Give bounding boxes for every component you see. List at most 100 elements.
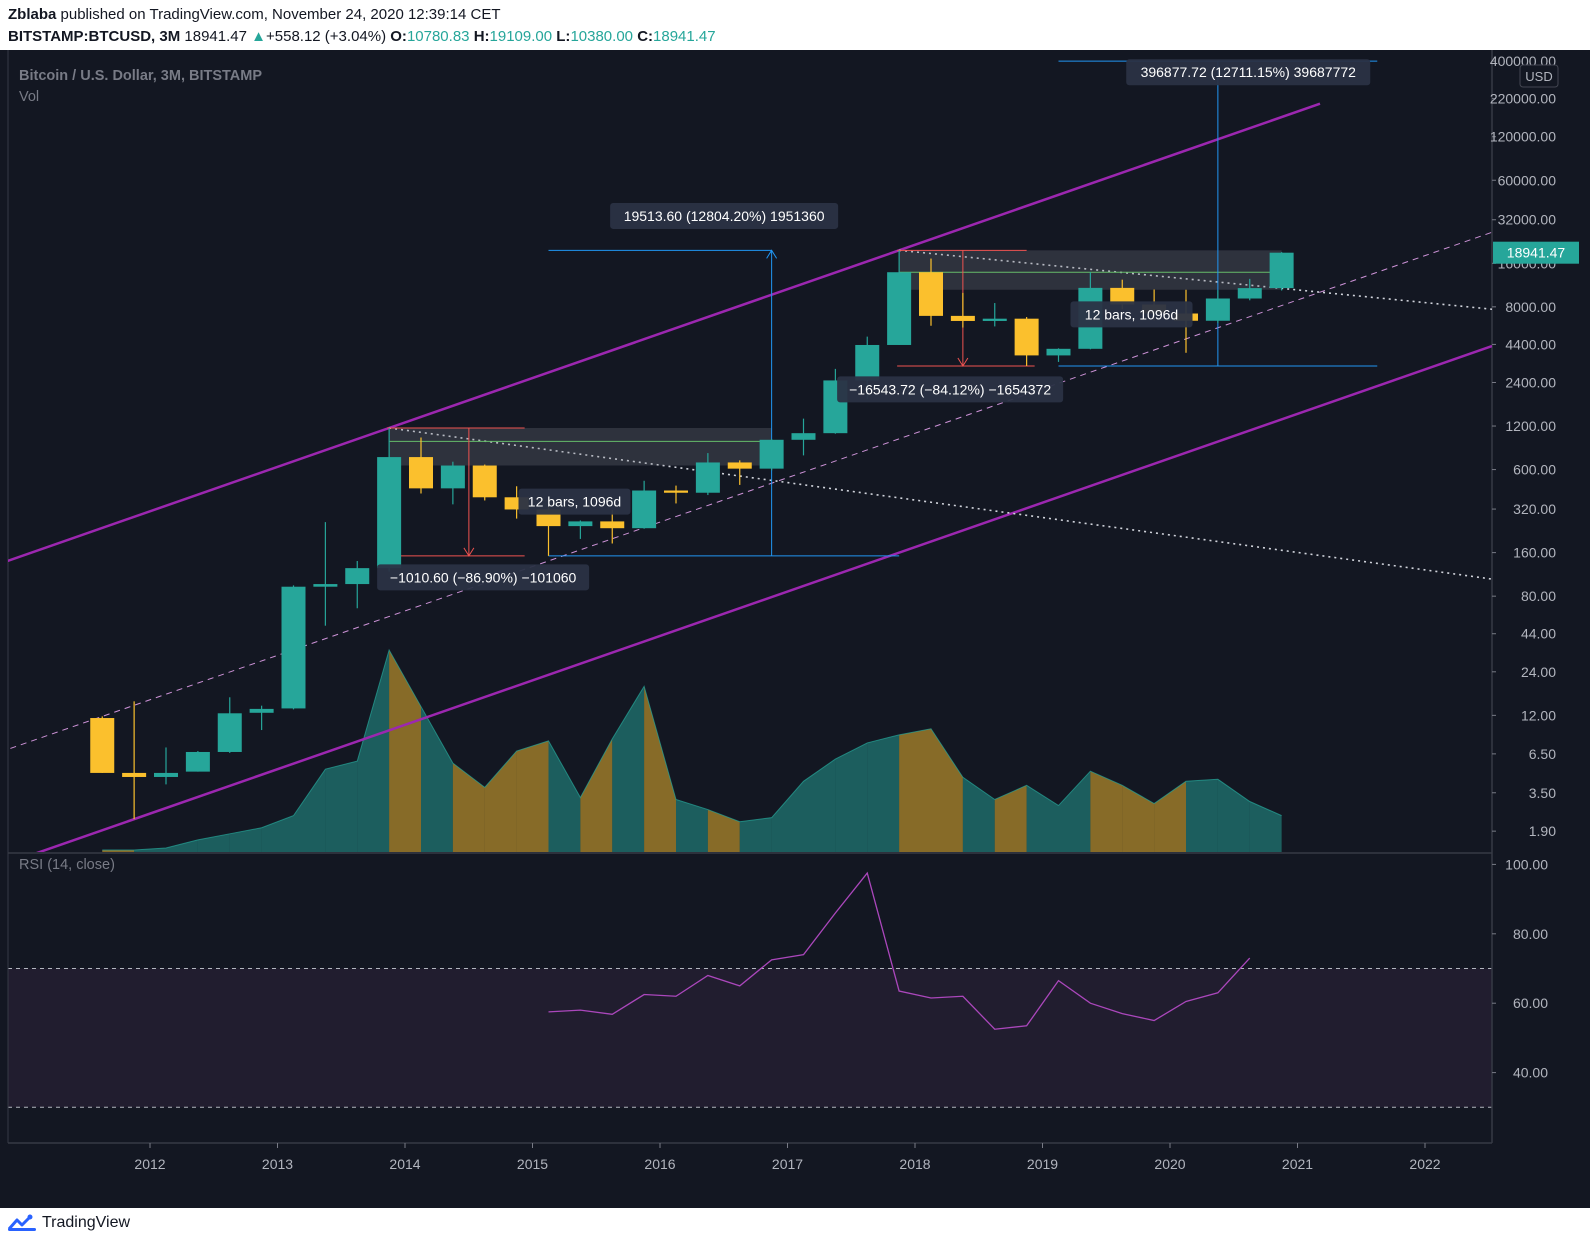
candle-body[interactable] (377, 457, 402, 569)
candle-body[interactable] (409, 457, 433, 489)
time-tick-label: 2019 (1027, 1156, 1058, 1172)
candle-body[interactable] (919, 272, 943, 316)
volume-area-segment (899, 728, 931, 852)
price-tick-label: 2400.00 (1505, 374, 1556, 390)
date-range-label[interactable]: 12 bars, 1096d (518, 488, 631, 515)
published-text: published on TradingView.com, November 2… (60, 6, 501, 23)
volume-area-segment (197, 833, 230, 852)
volume-area-segment (835, 742, 868, 852)
candle-body[interactable] (695, 462, 720, 493)
time-tick-label: 2013 (262, 1156, 293, 1172)
candle-body[interactable] (122, 772, 147, 777)
volume-area-segment (803, 759, 836, 852)
volume-area-segment (421, 706, 453, 852)
volume-area-segment (1217, 779, 1250, 852)
last-price: 18941.47 (184, 28, 247, 45)
candle-body[interactable] (568, 521, 593, 527)
last-price-box (1493, 241, 1579, 264)
price-tick-label: 320.00 (1513, 501, 1556, 517)
volume-area-segment (516, 740, 549, 852)
price-range-label[interactable]: 19513.60 (12804.20%) 1951360 (610, 202, 839, 229)
volume-area-segment (612, 686, 645, 852)
label-text[interactable]: 19513.60 (12804.20%) 1951360 (624, 208, 825, 224)
label-text[interactable]: −16543.72 (−84.12%) −1654372 (849, 381, 1051, 397)
tradingview-logo-icon (8, 1214, 36, 1231)
candle-body[interactable] (472, 465, 497, 498)
ohlc-line: BITSTAMP:BTCUSD, 3M 18941.47 ▲+558.12 (+… (8, 28, 716, 45)
candle-body[interactable] (791, 433, 816, 440)
label-box (1126, 59, 1371, 86)
candle-body[interactable] (1205, 298, 1230, 321)
volume-area-segment (1058, 771, 1091, 852)
channel-upper-line[interactable] (0, 102, 1321, 564)
price-tick-label: 44.00 (1521, 626, 1556, 642)
chart-panel[interactable]: −1010.60 (−86.90%) −101060 19513.60 (1280… (0, 50, 1590, 1208)
candle-body[interactable] (185, 751, 210, 772)
volume-area-segment (1186, 779, 1218, 852)
rsi-legend: RSI (14, close) (19, 857, 115, 873)
volume-area-segment (102, 849, 135, 852)
candle-body[interactable] (154, 772, 178, 777)
label-text[interactable]: 12 bars, 1096d (528, 494, 621, 510)
time-tick-label: 2014 (389, 1156, 420, 1172)
candle-body[interactable] (727, 462, 752, 469)
footer[interactable]: TradingView (8, 1208, 130, 1238)
candle-body[interactable] (1237, 288, 1262, 299)
price-range-label[interactable]: 396877.72 (12711.15%) 39687772 (1126, 59, 1371, 86)
tradingview-brand[interactable]: TradingView (42, 1214, 131, 1231)
candle-body[interactable] (887, 272, 912, 345)
candle-body[interactable] (313, 584, 338, 587)
candle-body[interactable] (982, 318, 1007, 321)
candle-body[interactable] (1014, 318, 1039, 356)
last-price-label[interactable]: 18941.47 (1507, 245, 1566, 261)
axis-layer[interactable]: 400000.00220000.00120000.0060000.0032000… (134, 53, 1579, 1172)
candle-body[interactable] (855, 344, 880, 381)
rsi-line-layer[interactable] (548, 871, 1251, 1030)
label-text[interactable]: −1010.60 (−86.90%) −101060 (390, 569, 577, 585)
candle-body[interactable] (281, 586, 306, 709)
price-tick-label: 32000.00 (1498, 212, 1557, 228)
candle-body[interactable] (759, 439, 784, 469)
annotation-labels-layer[interactable]: −1010.60 (−86.90%) −101060 19513.60 (1280… (377, 59, 1371, 591)
price-range-label[interactable]: −1010.60 (−86.90%) −101060 (377, 564, 590, 591)
date-range-box[interactable] (389, 427, 772, 466)
date-range-label[interactable]: 12 bars, 1096d (1070, 301, 1193, 328)
arrow-down-icon (463, 547, 475, 557)
price-tick-label: 60000.00 (1498, 172, 1557, 188)
price-tick-label: 3.50 (1529, 785, 1556, 801)
volume-area-segment (707, 809, 740, 852)
channel-lower-line[interactable] (0, 344, 1492, 866)
price-tick-label: 1.90 (1529, 823, 1556, 839)
candle-body[interactable] (600, 521, 625, 529)
candle-body[interactable] (1269, 252, 1294, 289)
price-tick-label: 1200.00 (1505, 418, 1556, 434)
volume-area-segment (962, 777, 995, 852)
time-tick-label: 2015 (517, 1156, 548, 1172)
candle-body[interactable] (90, 718, 115, 773)
publisher-name[interactable]: Zblaba (8, 6, 57, 23)
candle-body[interactable] (217, 713, 242, 752)
volume-layer (102, 648, 1282, 852)
candle-body[interactable] (664, 490, 688, 493)
candle-body[interactable] (632, 490, 657, 529)
candle-body[interactable] (440, 465, 465, 489)
label-box (610, 202, 839, 229)
candle-body[interactable] (1110, 287, 1135, 305)
currency-label[interactable]: USD (1525, 69, 1552, 84)
candle-body[interactable] (1046, 348, 1071, 356)
candle-body[interactable] (345, 568, 370, 585)
currency-button[interactable]: USD (1519, 64, 1559, 88)
candle-body[interactable] (249, 708, 274, 713)
candle-body[interactable] (950, 315, 975, 321)
label-text[interactable]: 12 bars, 1096d (1085, 306, 1178, 322)
label-text[interactable]: 396877.72 (12711.15%) 39687772 (1141, 64, 1357, 80)
time-tick-label: 2021 (1282, 1156, 1313, 1172)
rsi-line[interactable] (548, 871, 1251, 1030)
volume-area-segment (931, 728, 963, 852)
price-range-label[interactable]: −16543.72 (−84.12%) −1654372 (837, 376, 1064, 403)
chart-svg[interactable]: −1010.60 (−86.90%) −101060 19513.60 (1280… (0, 50, 1590, 1208)
rsi-tick-label: 40.00 (1513, 1065, 1548, 1081)
volume-area-segment (134, 847, 166, 852)
rsi-band-fill (8, 968, 1492, 1108)
last-price-tag[interactable]: 18941.47 (1493, 241, 1579, 264)
